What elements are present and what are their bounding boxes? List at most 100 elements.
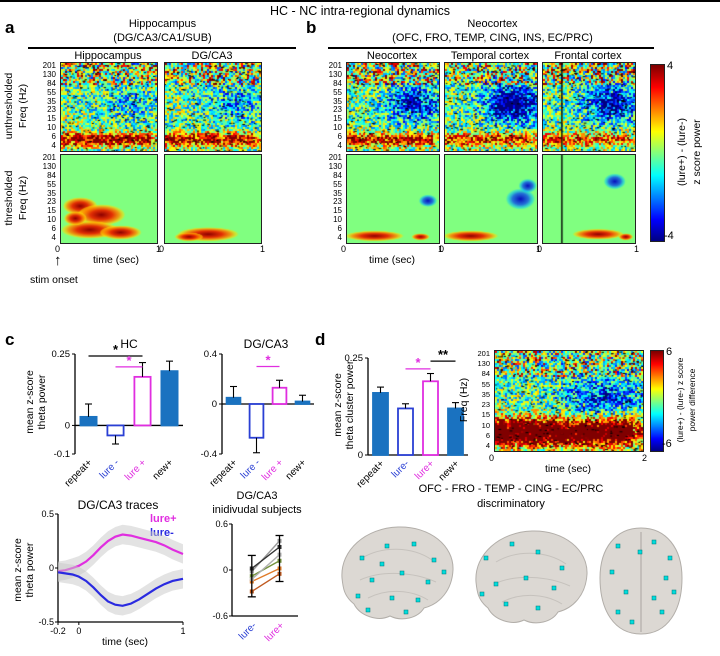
traces-ylabel-1: mean z-score <box>12 538 24 602</box>
subject-line <box>251 546 280 570</box>
electrode-marker <box>399 570 405 576</box>
significance-star: * <box>415 355 421 370</box>
spectrogram-dgca3-thresholded <box>164 154 262 244</box>
x-tick-label: 1 <box>180 626 185 636</box>
traces-line-chart: 0.5 0 -0.5-0.2 0 1 <box>38 509 185 636</box>
colorbar-d-min: -6 <box>662 438 672 450</box>
freq-tick-label: 4 <box>485 441 490 450</box>
freq-tick-label: 35 <box>333 96 342 106</box>
dgca3-chart-title: DG/CA3 <box>243 337 289 351</box>
brain-title-2: discriminatory <box>477 498 545 510</box>
brain-title-1: OFC - FRO - TEMP - CING - EC/PRC <box>418 483 604 495</box>
spectrogram-neocortex-unthresholded <box>346 62 440 152</box>
freq-tick-label: 201 <box>42 153 56 162</box>
row-label-unthresholded: unthresholded <box>3 72 15 140</box>
colorbar-b-label-1: (lure+) - (lure-) <box>676 118 688 186</box>
freq-tick-label: 10 <box>481 420 490 430</box>
freq-tick-label: 15 <box>333 206 342 216</box>
electrode-marker <box>535 605 541 611</box>
y-tick-label: -0.6 <box>212 611 228 621</box>
electrode-marker <box>637 549 643 555</box>
freq-tick-label: 4 <box>51 233 56 242</box>
freq-tick-label: 15 <box>47 206 56 216</box>
category-label: lure- <box>390 458 412 480</box>
error-band-lure- <box>58 562 183 616</box>
electrode-marker <box>629 619 635 625</box>
electrode-marker <box>551 585 557 591</box>
y-tick-label: 0.6 <box>215 519 228 529</box>
freq-tick-label: 4 <box>51 141 56 150</box>
brain-sulci <box>367 590 429 601</box>
xtick-one: 1 <box>437 244 443 254</box>
spectrogram-neocortex-thresholded <box>346 154 440 244</box>
trace-lure- <box>57 571 184 607</box>
freq-tick-label: 6 <box>337 132 342 142</box>
brain-images <box>341 526 683 635</box>
hc-ylabel-2: theta power <box>36 374 48 430</box>
xlabel-a: time (sec) <box>92 254 140 266</box>
electrode-marker <box>667 555 673 561</box>
subjects-paired-chart: 0.6 0 -0.6 lure-lure+ <box>212 519 298 644</box>
freq-ticks-a-row2: 201 130 84 55 35 23 15 10 6 4 <box>34 154 56 242</box>
colorbar-b-max: 4 <box>667 60 674 72</box>
panel-b-label: b <box>306 18 317 37</box>
electrode-marker <box>559 565 565 571</box>
y-tick-label: -0.4 <box>201 449 217 460</box>
electrode-marker <box>483 555 489 561</box>
xtick-zero: 0 <box>439 244 445 254</box>
xlabel-b: time (sec) <box>368 254 416 266</box>
category-label: lure - <box>239 457 263 481</box>
freq-tick-label: 130 <box>328 69 342 79</box>
panel-b-rule <box>328 47 654 49</box>
hc-ylabel-1: mean z-score <box>24 370 36 434</box>
figure-title: HC - NC intra-regional dynamics <box>270 4 450 18</box>
colorbar-d-label-1: (lure+) - (lure-) z score <box>675 357 685 443</box>
category-label: new+ <box>437 458 462 483</box>
electrode-marker <box>379 561 385 567</box>
subject-line <box>251 560 280 577</box>
y-tick-label: 0 <box>212 399 217 410</box>
electrode-marker <box>615 609 621 615</box>
panel-a-title-2: (DG/CA3/CA1/SUB) <box>113 32 212 44</box>
spectrogram-frontal-thresholded <box>542 154 636 244</box>
electrode-marker <box>441 569 447 575</box>
freq-tick-label: 201 <box>328 61 342 70</box>
bar-lure- <box>397 407 414 456</box>
freq-tick-label: 35 <box>333 188 342 198</box>
electrode-marker <box>389 595 395 601</box>
y-tick-label: 0.5 <box>41 509 54 519</box>
subject-line <box>251 554 280 580</box>
xlabel-d: time (sec) <box>544 463 592 475</box>
freq-tick-label: 84 <box>481 369 490 379</box>
col-header-dgca3: DG/CA3 <box>191 50 233 62</box>
freq-ticks-b-row2: 201 130 84 55 35 23 15 10 6 4 <box>322 154 342 242</box>
bar-lure + <box>271 386 288 405</box>
x-tick-label: -0.2 <box>50 626 66 636</box>
electrode-marker <box>493 581 499 587</box>
bar-repeat+ <box>225 396 242 405</box>
col-header-temporal: Temporal cortex <box>450 50 530 62</box>
y-tick-label: -0.1 <box>54 449 70 460</box>
significance-star: * <box>126 353 132 368</box>
y-tick-label: -0.5 <box>38 617 54 627</box>
electrode-marker <box>411 541 417 547</box>
category-label: new+ <box>284 457 309 482</box>
x-tick-label: 0 <box>76 626 81 636</box>
category-label: lure - <box>98 457 122 481</box>
freq-tick-label: 130 <box>328 161 342 171</box>
brain-outline <box>475 530 588 624</box>
brain-outline <box>341 526 454 620</box>
colorbar-b-label-2: z score power <box>691 119 703 185</box>
subjects-title-2: inidivudal subjects <box>212 504 302 516</box>
bar-lure - <box>248 403 265 439</box>
spectrogram-hc-unthresholded <box>60 62 158 152</box>
spectrogram-frontal-unthresholded <box>542 62 636 152</box>
freq-ticks-a-row1: 201 130 84 55 35 23 15 10 6 4 <box>34 62 56 150</box>
subjects-title-1: DG/CA3 <box>236 490 278 502</box>
category-label: new+ <box>151 457 176 482</box>
y-tick-label: 0 <box>223 565 228 575</box>
col-header-frontal: Frontal cortex <box>554 50 622 62</box>
colorbar-d-max: 6 <box>666 346 673 358</box>
